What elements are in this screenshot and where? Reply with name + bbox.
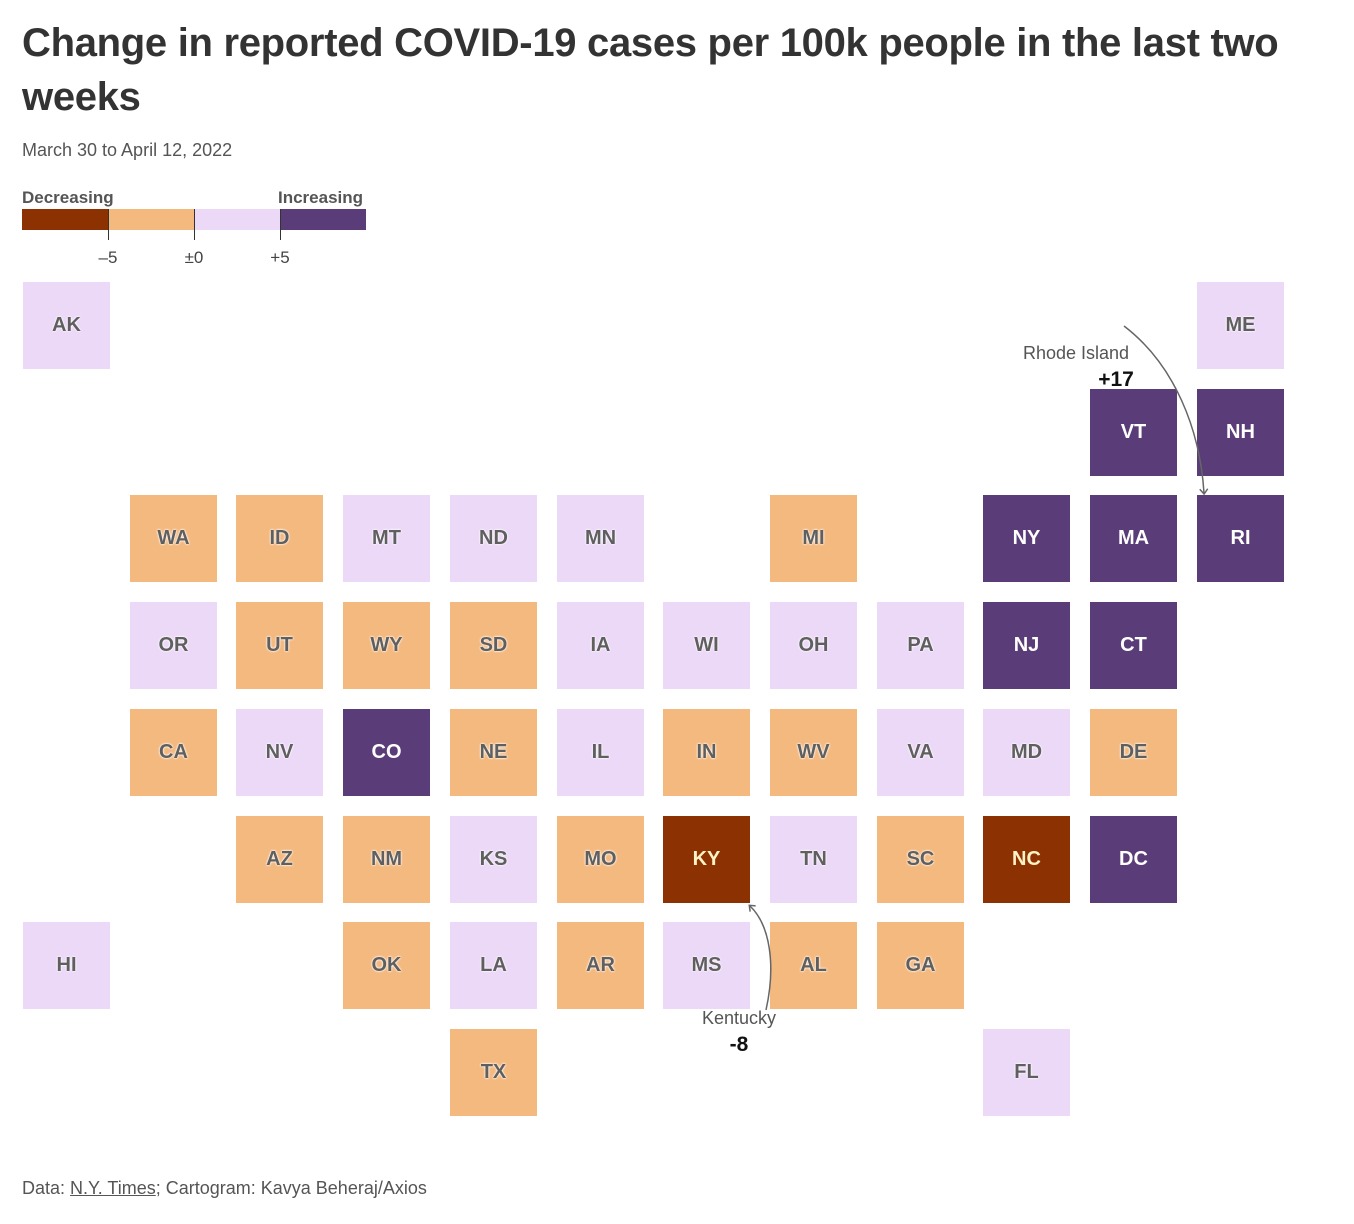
- state-tile-ok: OK: [343, 922, 430, 1009]
- state-tile-va: VA: [877, 709, 964, 796]
- legend-swatch-strong-increase: [280, 209, 366, 230]
- kentucky-annotation-value: -8: [729, 1033, 749, 1056]
- state-tile-ky: KY: [663, 816, 750, 903]
- legend-ticklabel-minus5: –5: [98, 248, 118, 267]
- state-tile-ks: KS: [450, 816, 537, 903]
- state-tile-ga: GA: [877, 922, 964, 1009]
- state-tile-mt: MT: [343, 495, 430, 582]
- state-tile-la: LA: [450, 922, 537, 1009]
- footer-prefix: Data:: [22, 1178, 71, 1198]
- chart-subtitle: March 30 to April 12, 2022: [22, 140, 233, 160]
- state-tile-ar: AR: [557, 922, 644, 1009]
- legend-ticklabel-zero: ±0: [184, 248, 204, 267]
- state-tile-wi: WI: [663, 602, 750, 689]
- rhode-island-annotation-label: Rhode Island: [1022, 343, 1130, 363]
- state-tile-sc: SC: [877, 816, 964, 903]
- legend-label-increasing: Increasing: [278, 188, 364, 207]
- state-tile-il: IL: [557, 709, 644, 796]
- color-legend: Decreasing Increasing –5 ±0 +5: [22, 186, 372, 276]
- state-tile-nc: NC: [983, 816, 1070, 903]
- state-tile-mo: MO: [557, 816, 644, 903]
- state-tile-ct: CT: [1090, 602, 1177, 689]
- state-tile-pa: PA: [877, 602, 964, 689]
- state-tile-nj: NJ: [983, 602, 1070, 689]
- state-tile-nh: NH: [1197, 389, 1284, 476]
- state-tile-tn: TN: [770, 816, 857, 903]
- state-tile-ny: NY: [983, 495, 1070, 582]
- state-tile-nm: NM: [343, 816, 430, 903]
- legend-label-decreasing: Decreasing: [22, 188, 114, 207]
- legend-tick-minus5: [108, 209, 109, 240]
- state-tile-nv: NV: [236, 709, 323, 796]
- state-tile-wy: WY: [343, 602, 430, 689]
- state-tile-wv: WV: [770, 709, 857, 796]
- legend-swatch-increase: [194, 209, 280, 230]
- state-tile-me: ME: [1197, 282, 1284, 369]
- kentucky-annotation-label: Kentucky: [701, 1008, 777, 1028]
- state-tile-de: DE: [1090, 709, 1177, 796]
- legend-swatch-decrease: [108, 209, 194, 230]
- nyt-source-link[interactable]: N.Y. Times: [70, 1178, 156, 1198]
- state-tile-hi: HI: [23, 922, 110, 1009]
- state-tile-ia: IA: [557, 602, 644, 689]
- state-tile-tx: TX: [450, 1029, 537, 1116]
- source-footer: Data: N.Y. Times; Cartogram: Kavya Beher…: [22, 1178, 427, 1199]
- state-tile-dc: DC: [1090, 816, 1177, 903]
- state-tile-ma: MA: [1090, 495, 1177, 582]
- legend-tick-zero: [194, 209, 195, 240]
- legend-swatch-strong-decrease: [22, 209, 108, 230]
- chart-title: Change in reported COVID-19 cases per 10…: [22, 21, 1279, 119]
- state-tile-ut: UT: [236, 602, 323, 689]
- rhode-island-annotation-value: +17: [1098, 368, 1134, 391]
- state-tile-mn: MN: [557, 495, 644, 582]
- state-tile-in: IN: [663, 709, 750, 796]
- state-tile-md: MD: [983, 709, 1070, 796]
- state-tile-sd: SD: [450, 602, 537, 689]
- state-tile-co: CO: [343, 709, 430, 796]
- state-tile-vt: VT: [1090, 389, 1177, 476]
- state-tile-nd: ND: [450, 495, 537, 582]
- legend-tick-plus5: [280, 209, 281, 240]
- state-tile-az: AZ: [236, 816, 323, 903]
- state-tile-oh: OH: [770, 602, 857, 689]
- state-tile-ri: RI: [1197, 495, 1284, 582]
- state-tile-ca: CA: [130, 709, 217, 796]
- legend-ticklabel-plus5: +5: [270, 248, 290, 267]
- state-tile-ak: AK: [23, 282, 110, 369]
- state-tile-ms: MS: [663, 922, 750, 1009]
- state-tile-or: OR: [130, 602, 217, 689]
- state-tile-al: AL: [770, 922, 857, 1009]
- state-tile-fl: FL: [983, 1029, 1070, 1116]
- footer-suffix: ; Cartogram: Kavya Beheraj/Axios: [155, 1178, 427, 1198]
- state-tile-mi: MI: [770, 495, 857, 582]
- state-tile-wa: WA: [130, 495, 217, 582]
- state-tile-id: ID: [236, 495, 323, 582]
- state-tile-ne: NE: [450, 709, 537, 796]
- kentucky-arrow: [748, 904, 772, 1011]
